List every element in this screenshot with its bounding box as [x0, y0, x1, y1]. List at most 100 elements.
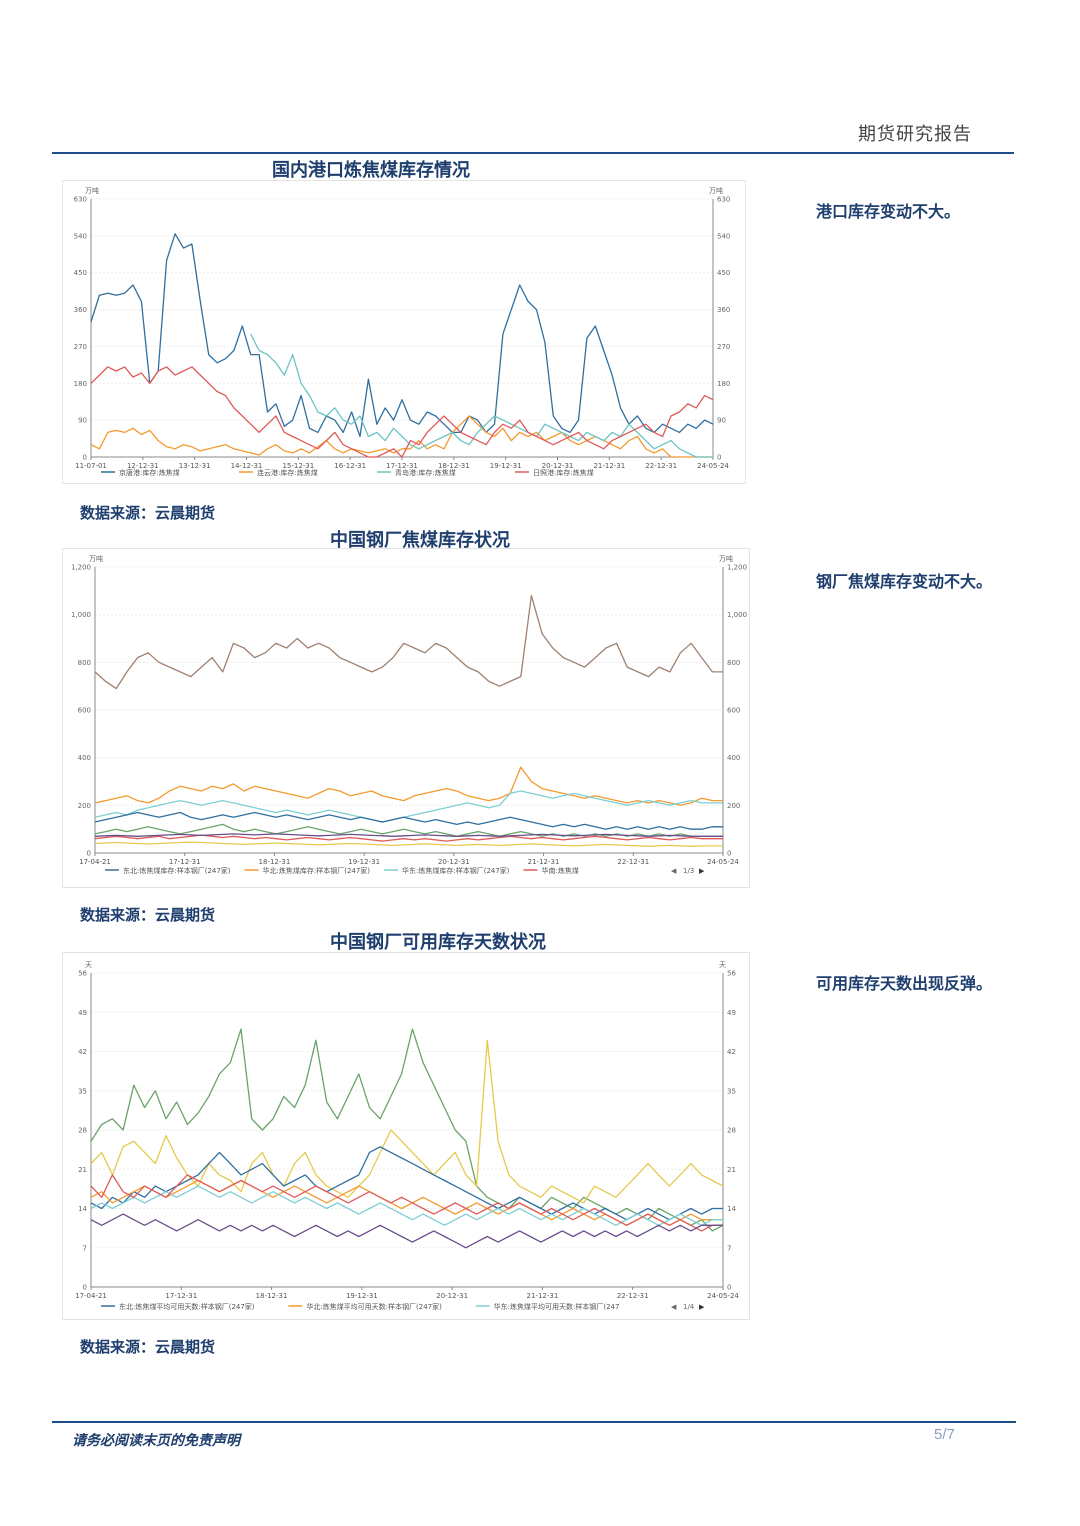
legend-item[interactable]: 东北:炼焦煤平均可用天数:样本钢厂(247家) [119, 1302, 255, 1311]
legend-item[interactable]: 青岛港:库存:炼焦煤 [395, 468, 456, 477]
data-source: 数据来源：云晨期货 [80, 906, 216, 924]
series-line [90, 1039, 724, 1204]
series-line [250, 333, 713, 458]
y-tick-label: 49 [78, 1009, 87, 1017]
x-tick-label: 19-12-31 [348, 858, 380, 866]
y-tick-label: 360 [74, 306, 87, 314]
x-tick-label: 17-12-31 [169, 858, 201, 866]
y-tick-label: 35 [78, 1087, 87, 1095]
legend-prev-icon[interactable]: ◀ [671, 867, 677, 875]
y-tick-label-right: 56 [727, 970, 736, 978]
legend-item[interactable]: 京唐港:库存:炼焦煤 [119, 468, 180, 477]
y-unit-label: 天 [719, 961, 726, 969]
chart-title: 中国钢厂可用库存天数状况 [330, 932, 546, 953]
y-tick-label: 180 [74, 380, 87, 388]
disclaimer-note: 请务必阅读末页的免责声明 [72, 1433, 240, 1449]
y-tick-label: 1,200 [71, 564, 91, 572]
series-line [94, 811, 723, 830]
x-tick-label: 22-12-31 [617, 1292, 649, 1300]
report-type: 期货研究报告 [858, 124, 972, 145]
y-tick-label-right: 0 [717, 454, 721, 462]
series-line [90, 1213, 723, 1249]
y-tick-label-right: 360 [717, 306, 730, 314]
y-tick-label-right: 630 [717, 196, 730, 204]
y-tick-label: 200 [78, 802, 91, 810]
x-tick-label: 12-12-31 [127, 462, 159, 470]
y-tick-label-right: 0 [727, 850, 731, 858]
y-tick-label-right: 90 [717, 417, 726, 425]
chart-comment: 可用库存天数出现反弹。 [816, 974, 993, 993]
series-line [90, 233, 714, 438]
x-tick-label: 17-04-21 [79, 858, 111, 866]
series-line [94, 823, 723, 837]
y-tick-label-right: 7 [727, 1244, 731, 1252]
y-tick-label-right: 42 [727, 1048, 736, 1056]
y-tick-label: 270 [74, 343, 87, 351]
y-tick-label: 0 [87, 850, 91, 858]
y-tick-label: 400 [78, 754, 91, 762]
x-tick-label: 18-12-31 [438, 462, 470, 470]
legend-item[interactable]: 东北:炼焦煤库存:样本钢厂(247家) [123, 866, 231, 875]
legend-page: 1/3 [683, 867, 694, 875]
header-divider [52, 152, 1014, 154]
x-tick-label: 21-12-31 [528, 858, 560, 866]
y-tick-label-right: 180 [717, 380, 730, 388]
series-line [94, 833, 723, 837]
y-tick-label-right: 21 [727, 1166, 736, 1174]
y-unit-label: 万吨 [89, 554, 103, 563]
x-tick-label: 15-12-31 [282, 462, 314, 470]
legend-next-icon[interactable]: ▶ [699, 1303, 705, 1311]
chart-container: 万吨 万吨 0 0 200 200 400 400 600 600 800 800 1,000 1,000… [62, 548, 750, 888]
y-tick-label-right: 35 [727, 1087, 736, 1095]
legend-item[interactable]: 华东:炼焦煤平均可用天数:样本钢厂(247 [494, 1302, 620, 1311]
y-unit-label: 万吨 [709, 186, 723, 195]
y-tick-label: 42 [78, 1048, 87, 1056]
series-line [90, 366, 714, 458]
series-line [90, 1028, 724, 1232]
y-tick-label: 600 [78, 707, 91, 715]
x-tick-label: 13-12-31 [179, 462, 211, 470]
y-tick-label-right: 450 [717, 269, 730, 277]
y-tick-label: 90 [78, 417, 87, 425]
x-tick-label: 22-12-31 [617, 858, 649, 866]
y-tick-label: 1,000 [71, 611, 91, 619]
series-line [94, 790, 723, 823]
y-tick-label-right: 200 [727, 802, 740, 810]
x-tick-label: 20-12-31 [542, 462, 574, 470]
legend-prev-icon[interactable]: ◀ [671, 1303, 677, 1311]
y-tick-label-right: 1,000 [727, 611, 747, 619]
y-tick-label-right: 0 [727, 1284, 731, 1292]
legend-next-icon[interactable]: ▶ [699, 867, 705, 875]
legend-item[interactable]: 日照港:库存:炼焦煤 [533, 468, 594, 477]
chart-title: 中国钢厂焦煤库存状况 [330, 530, 510, 551]
chart-container: 万吨 万吨 0 0 90 90 180 180 270 270 360 360 450 450 540 540… [62, 180, 746, 484]
chart-title: 国内港口炼焦煤库存情况 [272, 160, 470, 181]
y-tick-label: 450 [74, 269, 87, 277]
x-tick-label: 17-12-31 [386, 462, 418, 470]
footer-divider [52, 1421, 1016, 1423]
y-unit-label: 万吨 [719, 554, 733, 563]
x-tick-label: 14-12-31 [231, 462, 263, 470]
series-line [94, 841, 723, 847]
x-tick-label: 18-12-31 [259, 858, 291, 866]
y-tick-label-right: 600 [727, 707, 740, 715]
y-tick-label: 800 [78, 659, 91, 667]
data-source: 数据来源：云晨期货 [80, 1338, 216, 1356]
chart-container: 天 天 0 0 7 7 14 14 21 21 28 28 35 35 42 42 49 49 56 56 17-04-… [62, 952, 750, 1320]
x-tick-label: 24-05-24 [697, 462, 729, 470]
y-tick-label-right: 270 [717, 343, 730, 351]
y-tick-label-right: 540 [717, 232, 730, 240]
legend-item[interactable]: 华南:炼焦煤 [542, 866, 579, 875]
y-tick-label: 28 [78, 1127, 87, 1135]
legend-item[interactable]: 华北:炼焦煤库存:样本钢厂(247家) [263, 866, 371, 875]
legend-item[interactable]: 连云港:库存:炼焦煤 [257, 468, 318, 477]
data-source: 数据来源：云晨期货 [80, 504, 216, 522]
legend-item[interactable]: 华东:炼焦煤库存:样本钢厂(247家) [402, 866, 510, 875]
legend-item[interactable]: 华北:炼焦煤平均可用天数:样本钢厂(247家) [306, 1302, 442, 1311]
chart-steel-mill-inventory: 万吨 万吨 0 0 200 200 400 400 600 600 800 800 1,000 1,000… [71, 554, 747, 875]
y-tick-label: 7 [83, 1244, 87, 1252]
chart-available-days: 天 天 0 0 7 7 14 14 21 21 28 28 35 35 42 42 49 49 56 56 17-04-… [75, 961, 739, 1311]
y-tick-label: 21 [78, 1166, 87, 1174]
y-tick-label-right: 1,200 [727, 564, 747, 572]
series-line [90, 1174, 723, 1232]
